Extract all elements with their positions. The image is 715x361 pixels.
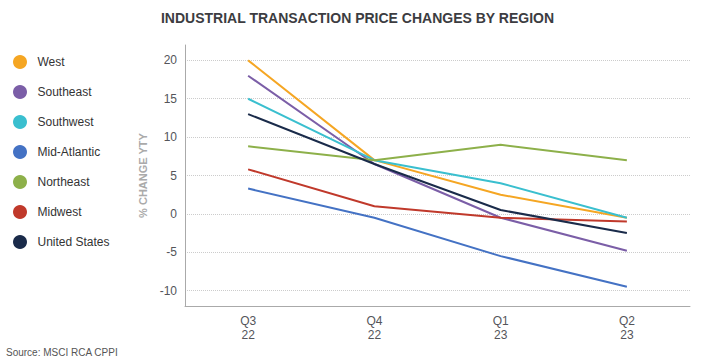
svg-text:United States: United States: [38, 235, 110, 249]
svg-text:INDUSTRIAL TRANSACTION PRICE C: INDUSTRIAL TRANSACTION PRICE CHANGES BY …: [161, 10, 554, 26]
svg-text:Q4: Q4: [366, 314, 382, 328]
svg-text:-5: -5: [166, 245, 177, 259]
svg-text:22: 22: [368, 328, 382, 342]
svg-text:Northeast: Northeast: [38, 175, 91, 189]
svg-text:Source: MSCI RCA CPPI: Source: MSCI RCA CPPI: [6, 347, 118, 358]
svg-text:22: 22: [241, 328, 255, 342]
svg-text:Southwest: Southwest: [38, 115, 95, 129]
svg-text:10: 10: [164, 130, 178, 144]
svg-text:% CHANGE YTY: % CHANGE YTY: [137, 132, 149, 217]
svg-text:15: 15: [164, 92, 178, 106]
svg-text:Mid-Atlantic: Mid-Atlantic: [38, 145, 101, 159]
svg-text:23: 23: [620, 328, 634, 342]
svg-text:5: 5: [170, 169, 177, 183]
svg-text:Southeast: Southeast: [38, 85, 93, 99]
svg-text:23: 23: [494, 328, 508, 342]
svg-text:-10: -10: [160, 284, 178, 298]
svg-text:Midwest: Midwest: [38, 205, 83, 219]
svg-text:Q3: Q3: [240, 314, 256, 328]
svg-text:Q2: Q2: [619, 314, 635, 328]
svg-text:0: 0: [170, 207, 177, 221]
svg-text:West: West: [38, 55, 66, 69]
svg-text:Q1: Q1: [493, 314, 509, 328]
svg-text:20: 20: [164, 53, 178, 67]
